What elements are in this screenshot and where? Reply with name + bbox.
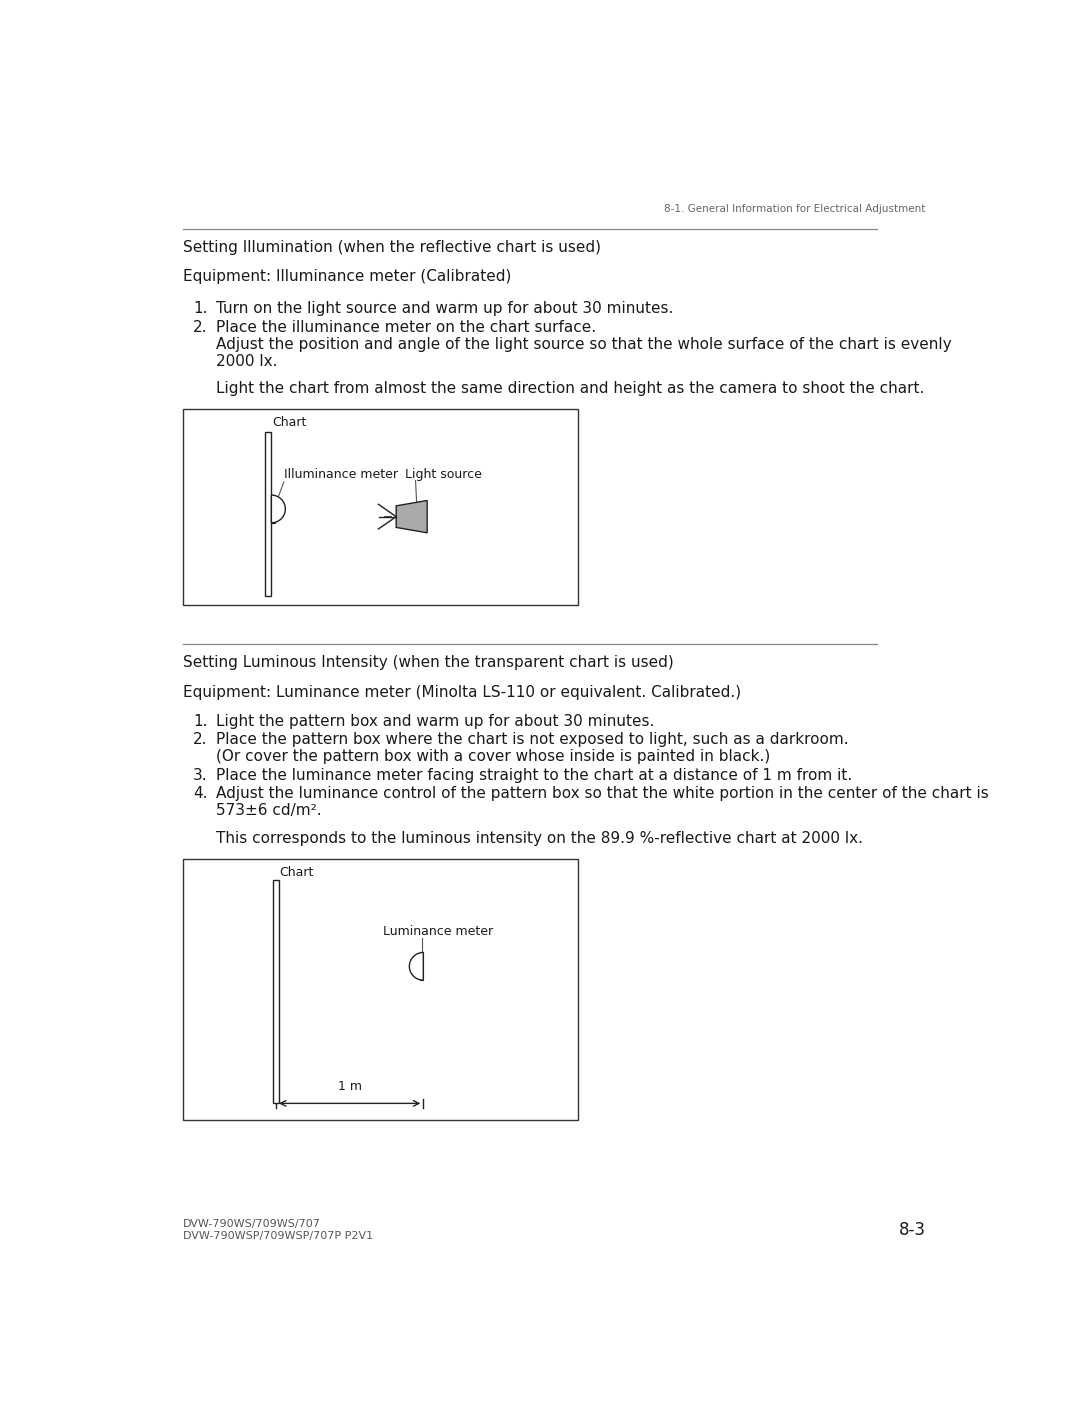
Bar xyxy=(420,953,423,981)
Text: 3.: 3. xyxy=(193,769,207,783)
Text: 1 m: 1 m xyxy=(338,1079,362,1093)
Wedge shape xyxy=(271,495,285,523)
Text: Adjust the luminance control of the pattern box so that the white portion in the: Adjust the luminance control of the patt… xyxy=(216,787,989,801)
Text: Luminance meter: Luminance meter xyxy=(383,924,494,939)
Text: Chart: Chart xyxy=(272,416,307,429)
Bar xyxy=(266,431,271,596)
Text: 2.: 2. xyxy=(193,320,207,334)
Text: Light the chart from almost the same direction and height as the camera to shoot: Light the chart from almost the same dir… xyxy=(216,381,924,396)
Text: 4.: 4. xyxy=(193,787,207,801)
Text: Light the pattern box and warm up for about 30 minutes.: Light the pattern box and warm up for ab… xyxy=(216,714,654,729)
Text: Turn on the light source and warm up for about 30 minutes.: Turn on the light source and warm up for… xyxy=(216,301,674,316)
Text: (Or cover the pattern box with a cover whose inside is painted in black.): (Or cover the pattern box with a cover w… xyxy=(216,749,771,764)
Text: Equipment: Illuminance meter (Calibrated): Equipment: Illuminance meter (Calibrated… xyxy=(183,268,512,284)
Text: Equipment: Luminance meter (Minolta LS-110 or equivalent. Calibrated.): Equipment: Luminance meter (Minolta LS-1… xyxy=(183,684,741,700)
Text: 1.: 1. xyxy=(193,714,207,729)
Text: 2.: 2. xyxy=(193,732,207,747)
Text: This corresponds to the luminous intensity on the 89.9 %-reflective chart at 200: This corresponds to the luminous intensi… xyxy=(216,830,863,846)
Text: 8-3: 8-3 xyxy=(899,1221,926,1239)
Text: Illuminance meter: Illuminance meter xyxy=(284,468,397,481)
Polygon shape xyxy=(396,500,428,532)
Wedge shape xyxy=(409,953,423,981)
Text: 573±6 cd/m².: 573±6 cd/m². xyxy=(216,804,322,818)
Bar xyxy=(271,495,274,523)
Text: DVW-790WS/709WS/707: DVW-790WS/709WS/707 xyxy=(183,1218,321,1228)
Bar xyxy=(183,858,578,1120)
Text: Light source: Light source xyxy=(405,468,483,481)
Bar xyxy=(183,409,578,606)
Text: Place the pattern box where the chart is not exposed to light, such as a darkroo: Place the pattern box where the chart is… xyxy=(216,732,849,747)
Text: Setting Luminous Intensity (when the transparent chart is used): Setting Luminous Intensity (when the tra… xyxy=(183,656,674,670)
Text: Place the luminance meter facing straight to the chart at a distance of 1 m from: Place the luminance meter facing straigh… xyxy=(216,769,852,783)
Text: Adjust the position and angle of the light source so that the whole surface of t: Adjust the position and angle of the lig… xyxy=(216,337,951,351)
Text: 8-1. General Information for Electrical Adjustment: 8-1. General Information for Electrical … xyxy=(664,204,926,214)
Bar xyxy=(273,880,279,1103)
Text: DVW-790WSP/709WSP/707P P2V1: DVW-790WSP/709WSP/707P P2V1 xyxy=(183,1231,374,1241)
Text: Chart: Chart xyxy=(279,865,313,880)
Text: 1.: 1. xyxy=(193,301,207,316)
Text: Place the illuminance meter on the chart surface.: Place the illuminance meter on the chart… xyxy=(216,320,596,334)
Text: Setting Illumination (when the reflective chart is used): Setting Illumination (when the reflectiv… xyxy=(183,240,602,254)
Text: 2000 lx.: 2000 lx. xyxy=(216,354,278,368)
